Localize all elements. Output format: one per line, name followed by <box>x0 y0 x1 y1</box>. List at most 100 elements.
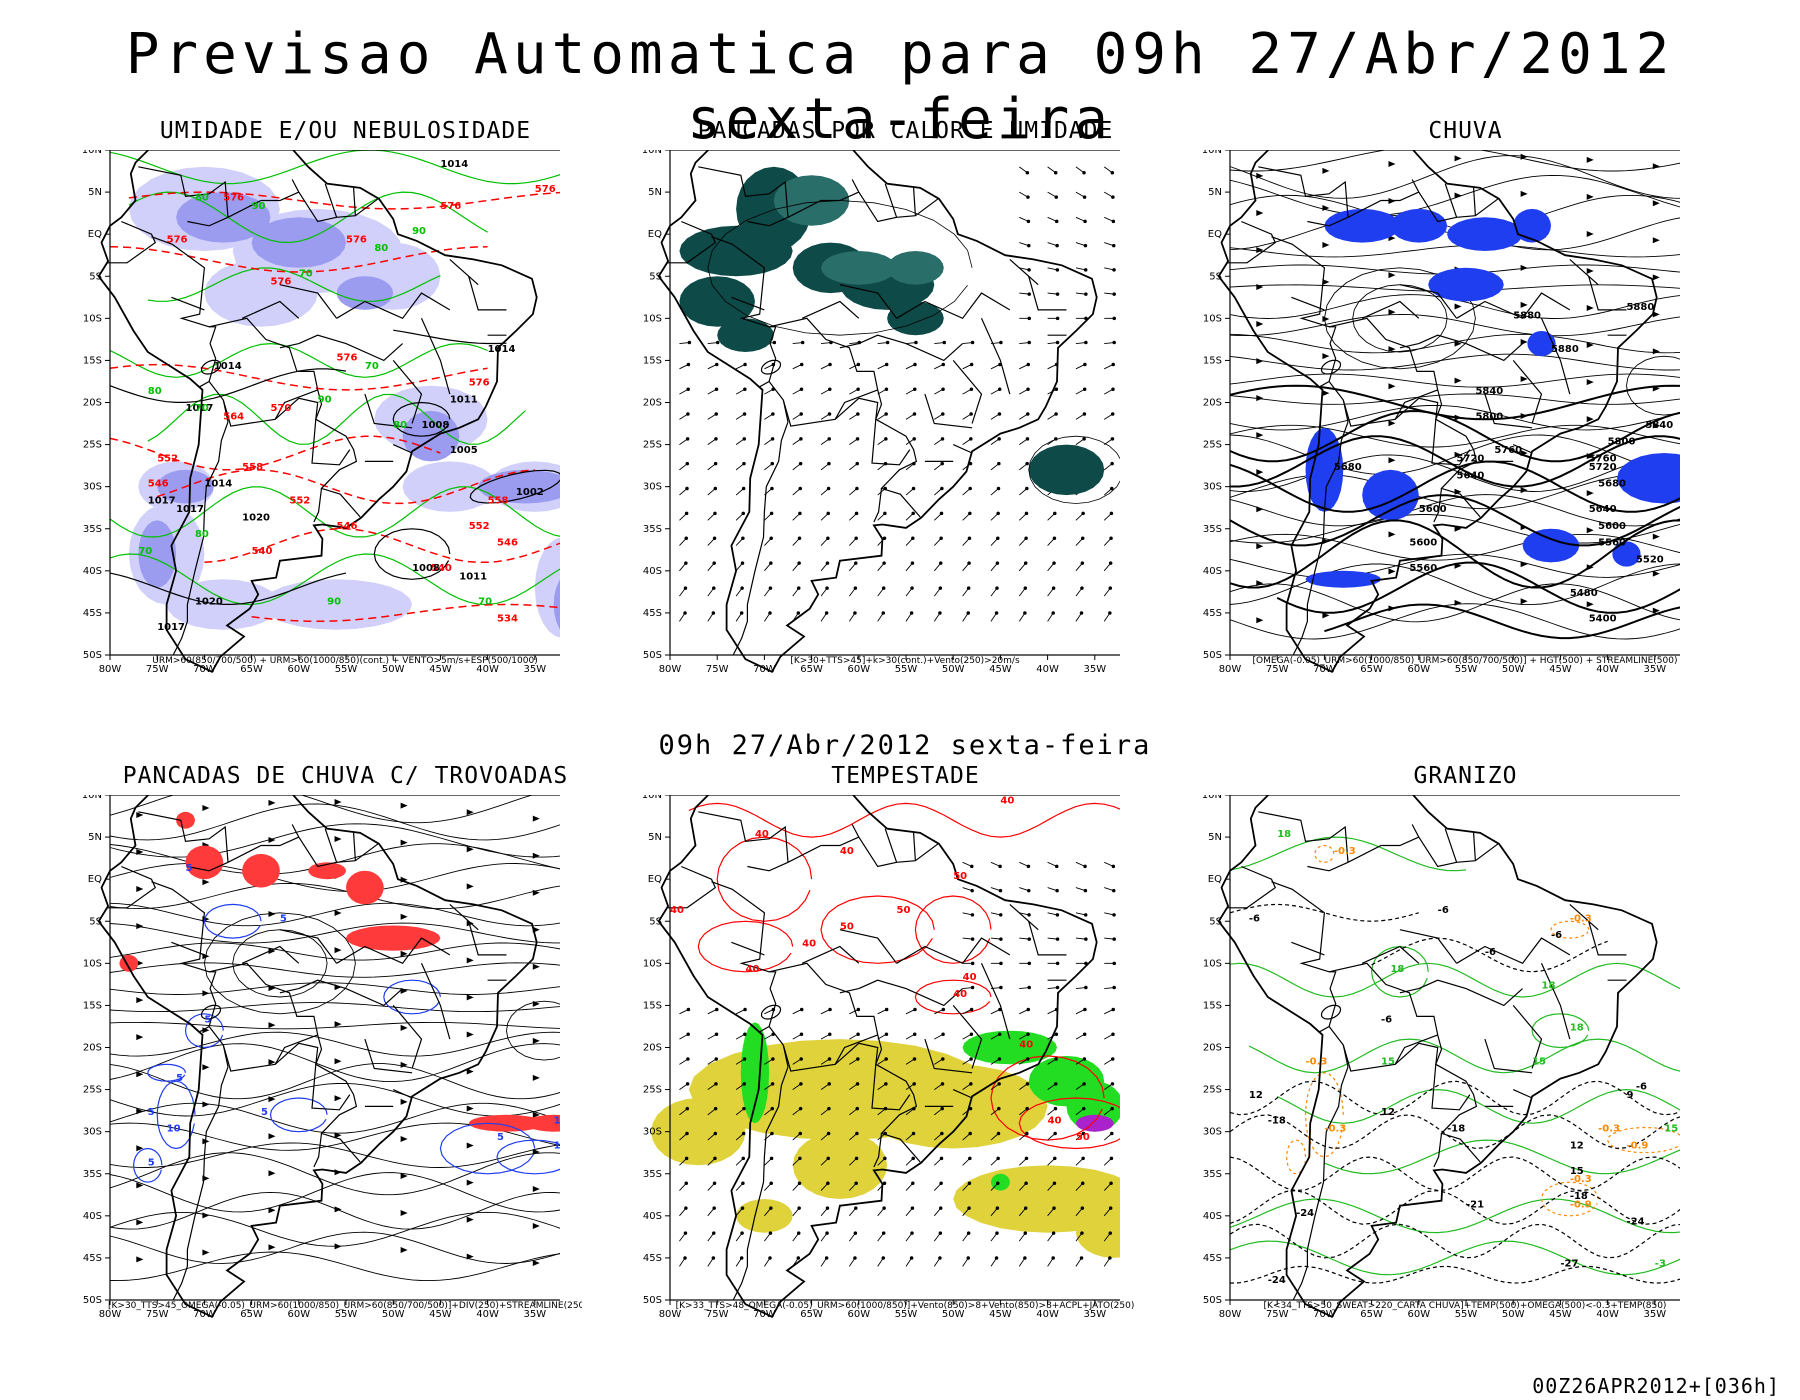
contour-label: -0.3 <box>1570 1174 1592 1185</box>
wind-arrow-head <box>1026 195 1030 199</box>
streamline-arrow <box>1586 490 1594 497</box>
streamline <box>1229 514 1680 544</box>
lat-tick-label: 25S <box>83 1085 102 1096</box>
wind-arrow-head <box>1055 913 1060 917</box>
wind-arrow-head <box>826 1181 830 1186</box>
lon-tick-label: 55W <box>335 1309 358 1320</box>
streamline <box>1229 174 1680 216</box>
streamline-arrow <box>1322 316 1330 323</box>
wind-arrow-head <box>1083 362 1087 367</box>
wind-arrow-head <box>967 1181 972 1186</box>
wind-arrow-head <box>909 611 914 615</box>
wind-arrow-head <box>1051 1256 1055 1260</box>
wind-arrow-head <box>1111 219 1116 224</box>
lat-tick-label: 30S <box>1203 482 1222 493</box>
wind-arrow-head <box>1027 316 1032 321</box>
wind-arrow-head <box>1055 937 1060 941</box>
wind-arrow-head <box>1054 1032 1059 1036</box>
run-info-label: 00Z26APR2012+[036h] <box>1532 1374 1780 1398</box>
lon-tick-label: 70W <box>753 1309 776 1320</box>
wind-arrow-head <box>1023 611 1027 615</box>
temp500-contour <box>1229 836 1467 872</box>
contour-label: 50 <box>1076 1132 1090 1143</box>
country-border <box>1227 865 1277 909</box>
streamline-arrow <box>1256 209 1264 216</box>
wind-arrow-head <box>1080 1206 1085 1210</box>
streamline-arrow <box>1256 506 1264 513</box>
wind-arrow-head <box>911 1156 915 1161</box>
wind-arrow-head <box>1025 1106 1029 1111</box>
rain-area <box>1617 453 1680 504</box>
country-border <box>1473 832 1476 861</box>
wind-arrow-head <box>996 511 1000 516</box>
streamline-arrow <box>400 1061 408 1068</box>
streamline-arrow <box>334 1095 342 1102</box>
panel-umidade: UMIDADE E/OU NEBULOSIDADE 1014 576 576 576 5… <box>0 118 560 718</box>
coastline-layer <box>97 795 538 1318</box>
panel-caption: [K>30_TTS>45_OMEGA(-0.05)_URM>60(1000/85… <box>108 1301 582 1311</box>
contour-label: 5560 <box>1409 563 1437 574</box>
country-border <box>1291 296 1325 311</box>
wind-arrow-head <box>1080 586 1084 590</box>
wind-arrow-head <box>853 1231 858 1235</box>
streamline-arrow <box>268 1059 276 1066</box>
wind-arrow-head <box>796 1256 801 1260</box>
temp500-contour <box>1324 1139 1680 1175</box>
wind-arrow-head <box>1109 1156 1114 1161</box>
contour-label: 546 <box>148 479 169 490</box>
contour-label: 540 <box>252 546 273 557</box>
wind-arrow-head <box>1055 961 1060 966</box>
contour-label: 552 <box>289 496 310 507</box>
wind-arrow-head <box>966 1256 970 1260</box>
streamline-arrow <box>1586 156 1594 163</box>
rain-area <box>1447 217 1523 251</box>
contour-label: 5 <box>497 1132 504 1143</box>
wind-arrow-head <box>1055 340 1060 345</box>
lon-tick-label: 60W <box>287 664 310 675</box>
wind-arrow-head <box>997 1057 1002 1061</box>
lat-tick-label: 10S <box>83 313 102 324</box>
wind-arrow-head <box>1082 1032 1087 1036</box>
streamline <box>1229 603 1680 640</box>
country-border <box>353 832 356 861</box>
wind-arrow-head <box>1054 387 1059 391</box>
convection-area-core <box>887 251 944 285</box>
country-border <box>952 360 983 424</box>
contour-label: 90 <box>327 597 341 608</box>
country-border <box>392 444 413 454</box>
wind-arrow-head <box>941 387 945 391</box>
wind-arrow-head <box>854 1181 858 1186</box>
contour-label: 576 <box>337 352 358 363</box>
contour-label: 558 <box>488 496 509 507</box>
streamline-arrow <box>1454 303 1462 310</box>
temp500-contour <box>1248 1038 1680 1074</box>
lon-tick-label: 80W <box>99 1309 122 1320</box>
streamline-arrow <box>1322 612 1330 619</box>
pressure-contour <box>393 329 507 345</box>
streamline-arrow <box>1256 358 1264 365</box>
wind-arrow-head <box>914 340 918 345</box>
contour-label: 18 <box>1390 964 1404 975</box>
streamline-arrow <box>334 1132 342 1139</box>
contour-label: 1014 <box>488 344 516 355</box>
streamline-arrow <box>202 1101 210 1108</box>
lat-tick-label: 30S <box>83 1127 102 1138</box>
wind-arrow-head <box>1083 219 1087 224</box>
streamline-arrow <box>1520 301 1528 308</box>
humidity-contour <box>109 486 560 538</box>
country-border <box>782 389 878 427</box>
streamline-arrow <box>1652 237 1660 244</box>
lake-titicaca <box>1320 1004 1342 1020</box>
lat-tick-label: 15S <box>83 1000 102 1011</box>
wind-arrow-head <box>911 486 916 491</box>
streamline-arrow <box>1454 599 1462 606</box>
wind-arrow-head <box>799 1007 804 1012</box>
wind-arrow-head <box>1084 340 1088 345</box>
panel-title: GRANIZO <box>1413 763 1518 789</box>
wind-arrow-head <box>826 486 831 491</box>
lat-tick-label: 50S <box>1203 650 1222 661</box>
country-border <box>208 962 361 1163</box>
streamline-arrow <box>334 1021 342 1028</box>
wind-arrow-head <box>883 511 887 516</box>
country-border <box>896 292 1011 320</box>
